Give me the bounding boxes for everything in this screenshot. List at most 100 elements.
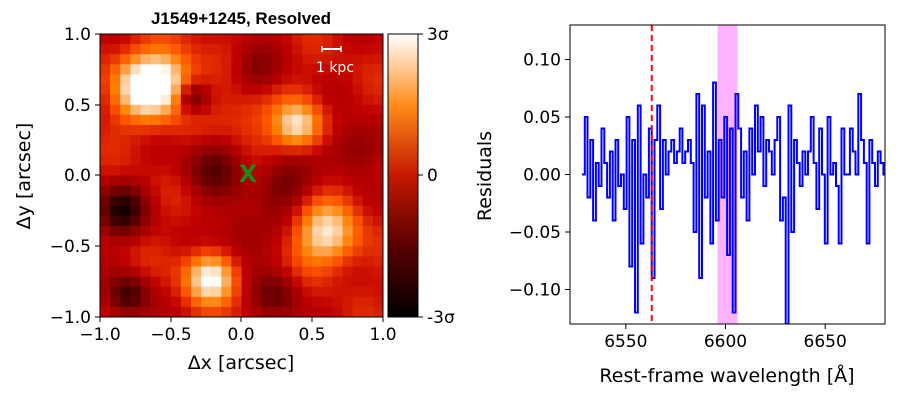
heatmap-cell: [231, 256, 242, 267]
heatmap-cell: [160, 44, 172, 55]
heatmap-cell: [211, 94, 222, 106]
heatmap-cell: [180, 74, 192, 85]
heatmap-cell: [180, 175, 192, 187]
spectrum-x-tick-label: 6550: [604, 332, 647, 352]
heatmap-cell: [110, 114, 121, 126]
heatmap-cell: [100, 226, 111, 237]
heatmap-cell: [150, 84, 162, 96]
heatmap-cell: [292, 94, 303, 106]
heatmap-cell: [150, 145, 162, 156]
heatmap-cell: [342, 296, 354, 308]
heatmap-cell: [150, 124, 162, 136]
heatmap-cell: [130, 286, 141, 298]
heatmap-cell: [231, 124, 242, 136]
heatmap-cell: [322, 236, 333, 247]
heatmap-cell: [362, 306, 374, 318]
heatmap-cell: [332, 94, 343, 106]
heatmap-cell: [251, 165, 263, 176]
heatmap-cell: [312, 94, 323, 106]
heatmap-cell: [251, 286, 263, 298]
heatmap-cell: [221, 195, 232, 207]
spectrum-y-tick-label: 0.10: [523, 51, 561, 71]
heatmap-cell: [271, 104, 283, 116]
heatmap-cell: [332, 205, 343, 217]
heatmap-cell: [180, 44, 192, 55]
heatmap-cell: [150, 276, 162, 288]
heatmap-cell: [322, 226, 333, 237]
heatmap-cell: [130, 74, 141, 85]
heatmap-cell: [100, 135, 111, 146]
heatmap-cell: [362, 54, 374, 65]
heatmap-cell: [140, 34, 151, 45]
heatmap-cell: [362, 256, 374, 267]
heatmap-cell: [302, 246, 313, 257]
heatmap-cell: [211, 175, 222, 187]
heatmap-cell: [332, 215, 343, 227]
heatmap-cell: [170, 114, 182, 126]
heatmap-cell: [170, 145, 182, 156]
heatmap-cell: [140, 226, 151, 237]
heatmap-cell: [140, 135, 151, 146]
map-y-axis-label: Δy [arcsec]: [13, 123, 35, 230]
heatmap-cell: [292, 135, 303, 146]
heatmap-cell: [140, 74, 151, 85]
heatmap-cell: [332, 74, 343, 85]
heatmap-cell: [302, 44, 313, 55]
heatmap-cell: [150, 185, 162, 197]
heatmap-cell: [271, 266, 283, 277]
heatmap-cell: [140, 296, 151, 308]
heatmap-cell: [251, 64, 263, 75]
heatmap-cell: [332, 246, 343, 257]
heatmap-cell: [332, 185, 343, 197]
heatmap-cell: [100, 44, 111, 55]
heatmap-cell: [271, 185, 283, 197]
heatmap-cell: [302, 155, 313, 166]
heatmap-cell: [302, 256, 313, 267]
spectrum-y-tick-label: 0.05: [523, 108, 561, 128]
heatmap-cell: [292, 145, 303, 156]
heatmap-cell: [170, 286, 182, 298]
colorbar: 3σ 0 -3σ: [387, 25, 455, 328]
heatmap-cell: [180, 124, 192, 136]
heatmap-cell: [100, 246, 111, 257]
heatmap-cell: [120, 215, 131, 227]
heatmap-cell: [292, 276, 303, 288]
heatmap-cell: [241, 155, 253, 166]
heatmap-cell: [221, 175, 232, 187]
heatmap-cell: [211, 84, 222, 96]
heatmap-cell: [170, 84, 182, 96]
heatmap-cell: [302, 165, 313, 176]
heatmap-cell: [352, 256, 364, 267]
heatmap-cell: [190, 44, 202, 55]
heatmap-cell: [372, 124, 384, 136]
map-x-tick-label: 0.0: [227, 325, 254, 345]
heatmap-cell: [160, 266, 172, 277]
heatmap-cell: [140, 94, 151, 106]
heatmap-cell: [312, 145, 323, 156]
heatmap-cell: [130, 145, 141, 156]
heatmap-cell: [261, 114, 273, 126]
spectrum-y-ticks: 0.10 0.05 0.00 −0.05 −0.10: [509, 51, 570, 301]
heatmap-cell: [120, 64, 131, 75]
heatmap-cell: [312, 205, 323, 217]
heatmap-cell: [180, 256, 192, 267]
heatmap-cell: [130, 205, 141, 217]
heatmap-cell: [251, 256, 263, 267]
heatmap-cell: [302, 114, 313, 126]
heatmap-cell: [221, 165, 232, 176]
heatmap-cell: [150, 215, 162, 227]
heatmap-cell: [201, 296, 212, 308]
heatmap-cell: [201, 195, 212, 207]
heatmap-cell: [251, 44, 263, 55]
heatmap-cell: [180, 215, 192, 227]
heatmap-cell: [372, 145, 384, 156]
heatmap-cell: [322, 104, 333, 116]
heatmap-cell: [170, 185, 182, 197]
heatmap-cell: [302, 195, 313, 207]
heatmap-cell: [190, 205, 202, 217]
heatmap-cell: [312, 215, 323, 227]
spectrum-x-tick-label: 6600: [704, 332, 747, 352]
heatmap-cell: [362, 64, 374, 75]
heatmap-cell: [332, 114, 343, 126]
heatmap-cell: [372, 44, 384, 55]
